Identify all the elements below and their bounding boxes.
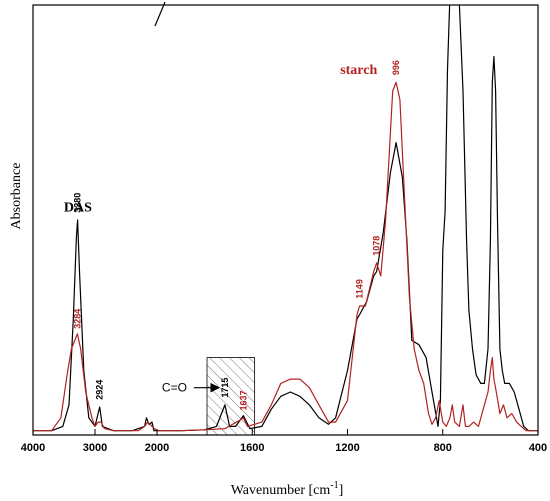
series-label-das: DAS xyxy=(64,200,92,215)
peak-label-1078: 1078 xyxy=(372,236,382,256)
y-axis-title: Absorbance xyxy=(9,163,24,230)
x-tick-label: 800 xyxy=(434,442,452,454)
x-tick-label: 3000 xyxy=(83,442,107,454)
series-layer xyxy=(33,5,538,432)
series-label-starch: starch xyxy=(340,63,377,78)
x-axis-title: Wavenumber [cm-1] xyxy=(231,480,344,498)
series-line-starch xyxy=(33,81,538,432)
x-tick-label: 1600 xyxy=(240,442,264,454)
peak-label-2924: 2924 xyxy=(95,380,105,400)
label-layer: 3280 3284 2924 1715 1637 1149 1078 996 DAS starch… xyxy=(64,60,401,410)
x-tick-label: 2000 xyxy=(145,442,169,454)
peak-label-1715: 1715 xyxy=(220,378,230,398)
x-axis-title-main: Wavenumber [cm xyxy=(231,483,331,498)
peak-label-1149: 1149 xyxy=(355,279,365,299)
x-tick-layer: 4000 3000 2000 1600 1200 800 400 xyxy=(21,429,547,454)
axis-break-mark xyxy=(154,1,166,27)
x-axis-title-sup: -1 xyxy=(330,480,338,491)
plot-frame xyxy=(32,4,539,436)
peak-label-3284: 3284 xyxy=(72,309,82,329)
x-tick-label: 400 xyxy=(529,442,547,454)
x-tick-label: 1200 xyxy=(335,442,359,454)
x-tick-label: 4000 xyxy=(21,442,45,454)
peak-label-3280: 3280 xyxy=(73,193,83,213)
peak-label-1637: 1637 xyxy=(238,390,248,410)
x-axis-title-close: ] xyxy=(339,483,344,498)
peak-label-996: 996 xyxy=(391,60,401,75)
carbonyl-annotation: C=O xyxy=(162,381,187,395)
series-line-das xyxy=(33,5,538,432)
